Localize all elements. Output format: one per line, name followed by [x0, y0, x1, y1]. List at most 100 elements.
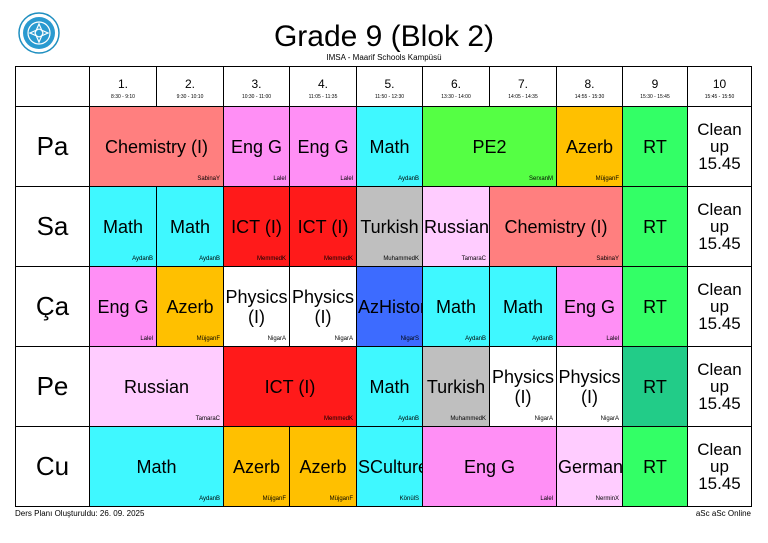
- lesson-subject: ICT (I): [297, 216, 349, 237]
- day-row: Ça Eng G Lalel Azerb MüjganF Physics (I) Nigar…: [15, 266, 752, 347]
- lesson-cell: Eng G Lalel: [289, 106, 357, 187]
- corner-cell: [15, 66, 90, 107]
- lesson-cell: Clean up 15.45: [687, 186, 752, 267]
- lesson-teacher: MemmedK: [256, 256, 286, 262]
- lesson-cell: Chemistry (I) SabinaY: [489, 186, 623, 267]
- lesson-teacher: MemmedK: [323, 416, 353, 422]
- lesson-cell: Clean up 15.45: [687, 106, 752, 187]
- lesson-cell: Clean up 15.45: [687, 266, 752, 347]
- lesson-teacher: Lalel: [606, 336, 619, 342]
- period-time: 8:30 - 9:10: [111, 93, 135, 100]
- lesson-cell: German NerminX: [556, 426, 623, 507]
- period-number: 4.: [317, 76, 328, 91]
- school-seal-icon: [18, 12, 60, 54]
- lesson-subject: Eng G: [297, 136, 349, 157]
- lesson-cell: Turkish MuhammedK: [422, 346, 490, 427]
- lesson-subject: Math: [502, 296, 544, 317]
- lesson-subject: Turkish: [426, 376, 486, 397]
- lesson-teacher: TamaraC: [461, 256, 486, 262]
- lesson-teacher: TamaraC: [195, 416, 220, 422]
- lesson-teacher: AydanB: [199, 256, 220, 262]
- lesson-subject: Physics (I): [491, 366, 554, 407]
- period-header: 9 15:30 - 15:45: [622, 66, 688, 107]
- lesson-subject: Clean up 15.45: [697, 440, 742, 493]
- lesson-cell: Math AydanB: [489, 266, 557, 347]
- lesson-subject: Math: [435, 296, 477, 317]
- lesson-teacher: NigarA: [267, 336, 286, 342]
- lesson-subject: Eng G: [97, 296, 149, 317]
- lesson-subject: ICT (I): [231, 216, 282, 237]
- lesson-teacher: AydanB: [132, 256, 153, 262]
- lesson-subject: Chemistry (I): [105, 136, 208, 157]
- lesson-cell: Math AydanB: [356, 346, 423, 427]
- period-header: 6. 13:30 - 14:00: [422, 66, 490, 107]
- period-header: 7. 14:05 - 14:35: [489, 66, 557, 107]
- lesson-subject: Azerb: [565, 136, 614, 157]
- lesson-subject: Math: [102, 216, 144, 237]
- lesson-subject: Physics (I): [558, 366, 621, 407]
- lesson-teacher: KönülS: [399, 496, 419, 502]
- day-label: Pa: [15, 106, 90, 187]
- day-row: Sa Math AydanB Math AydanB ICT (I) MemmedK ICT …: [15, 186, 752, 267]
- lesson-teacher: AydanB: [398, 176, 419, 182]
- lesson-cell: Azerb MüjganF: [156, 266, 224, 347]
- lesson-cell: SCulture KönülS: [356, 426, 423, 507]
- lesson-subject: Chemistry (I): [504, 216, 608, 237]
- period-header: 5. 11:50 - 12:30: [356, 66, 423, 107]
- day-label: Pe: [15, 346, 90, 427]
- footer-brand: aSc aSc Online: [695, 509, 751, 518]
- lesson-cell: RT: [622, 106, 688, 187]
- lesson-subject: Clean up 15.45: [697, 360, 742, 413]
- lesson-teacher: AydanB: [398, 416, 419, 422]
- period-header: 1. 8:30 - 9:10: [89, 66, 157, 107]
- lesson-cell: Eng G Lalel: [223, 106, 290, 187]
- lesson-teacher: NigarA: [334, 336, 353, 342]
- lesson-cell: Azerb MüjganF: [289, 426, 357, 507]
- lesson-subject: Azerb: [299, 456, 347, 477]
- day-label: Sa: [15, 186, 90, 267]
- timetable: 1. 8:30 - 9:10 2. 9:30 - 10:10 3. 10:30 - 11:…: [15, 66, 752, 507]
- lesson-cell: Math AydanB: [89, 186, 157, 267]
- lesson-teacher: MüjganF: [329, 496, 353, 502]
- lesson-subject: ICT (I): [264, 376, 316, 397]
- lesson-subject: SCulture: [358, 456, 423, 477]
- lesson-cell: RT: [622, 266, 688, 347]
- lesson-cell: Physics (I) NigarA: [289, 266, 357, 347]
- period-time: 15:45 - 15:50: [704, 93, 735, 100]
- period-header-row: 1. 8:30 - 9:10 2. 9:30 - 10:10 3. 10:30 - 11:…: [15, 66, 752, 107]
- lesson-subject: Math: [369, 136, 410, 157]
- lesson-cell: Physics (I) NigarA: [556, 346, 623, 427]
- period-header: 10 15:45 - 15:50: [687, 66, 752, 107]
- lesson-cell: RT: [622, 186, 688, 267]
- period-number: 6.: [450, 76, 461, 91]
- day-row: Pa Chemistry (I) SabinaY Eng G Lalel Eng G Lal…: [15, 106, 752, 187]
- lesson-teacher: MuhammedK: [383, 256, 419, 262]
- period-time: 9:30 - 10:10: [176, 93, 204, 100]
- period-number: 3.: [251, 76, 262, 91]
- lesson-subject: AzHistory: [358, 296, 422, 317]
- period-time: 11:05 - 11:35: [308, 93, 338, 100]
- lesson-teacher: Lalel: [540, 496, 553, 502]
- lesson-cell: Turkish MuhammedK: [356, 186, 423, 267]
- period-header: 3. 10:30 - 11:00: [223, 66, 290, 107]
- page-subtitle: IMSA - Maarif Schools Kampüsü: [326, 53, 442, 62]
- lesson-cell: Physics (I) NigarA: [489, 346, 557, 427]
- lesson-cell: Eng G Lalel: [422, 426, 557, 507]
- lesson-subject: Azerb: [166, 296, 214, 317]
- lesson-teacher: NigarS: [400, 336, 419, 342]
- lesson-teacher: Lalel: [140, 336, 153, 342]
- lesson-teacher: MemmedK: [323, 256, 353, 262]
- lesson-teacher: NerminX: [595, 496, 619, 502]
- lesson-teacher: SabinaY: [197, 176, 220, 182]
- lesson-cell: Russian TamaraC: [89, 346, 224, 427]
- lesson-cell: ICT (I) MemmedK: [223, 186, 290, 267]
- period-header: 2. 9:30 - 10:10: [156, 66, 224, 107]
- lesson-subject: Math: [369, 376, 410, 397]
- period-time: 13:30 - 14:00: [441, 93, 471, 100]
- lesson-subject: Physics (I): [225, 286, 288, 327]
- period-number: 8.: [584, 76, 595, 91]
- period-time: 11:50 - 12:30: [374, 93, 405, 100]
- lesson-teacher: AydanB: [465, 336, 486, 342]
- lesson-cell: Math AydanB: [156, 186, 224, 267]
- lesson-cell: ICT (I) MemmedK: [289, 186, 357, 267]
